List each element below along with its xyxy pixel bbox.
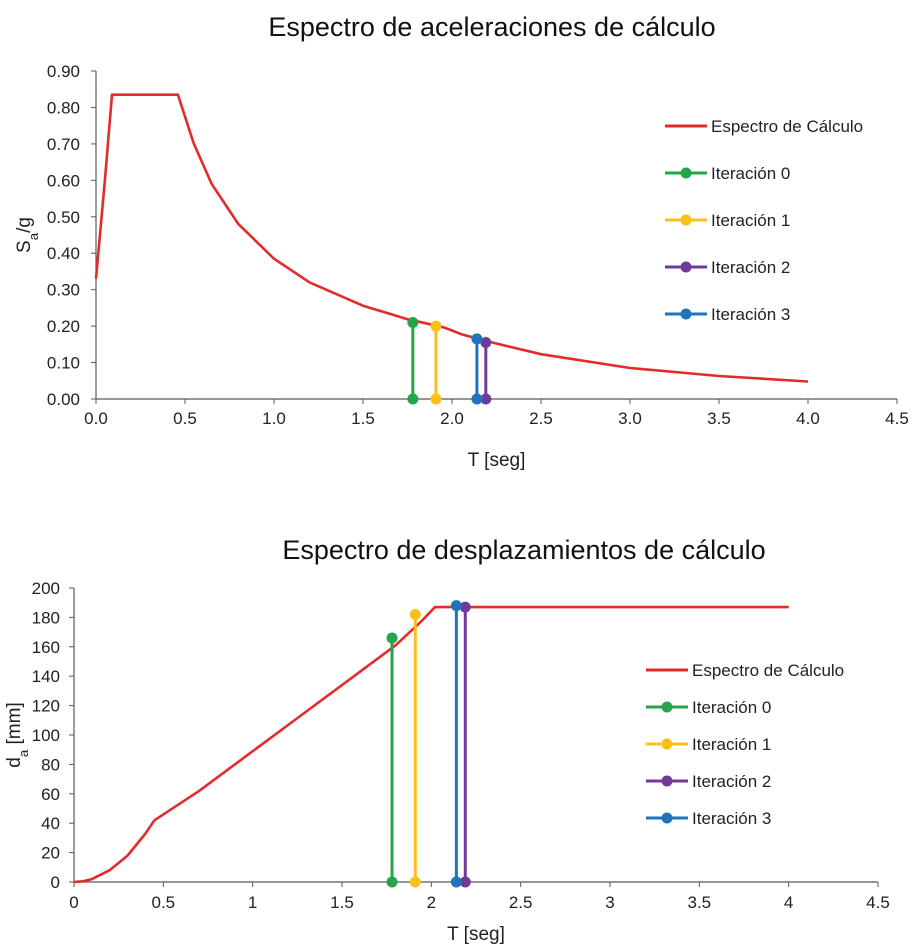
y-tick-label: 140: [32, 667, 60, 686]
legend-label: Iteración 2: [692, 772, 771, 791]
iteration-2-marker-base: [480, 393, 492, 405]
y-tick-label: 0.30: [47, 281, 80, 300]
y-tick-label: 40: [41, 814, 60, 833]
x-tick-label: 4: [784, 893, 793, 912]
iteration-3-marker-top: [450, 600, 462, 612]
iteration-3-marker-base: [471, 393, 483, 405]
x-axis-title: T [seg]: [468, 450, 526, 470]
y-tick-label: 0.20: [47, 317, 80, 336]
legend-item: Iteración 3: [665, 305, 790, 324]
iteration-1-marker-top: [430, 320, 442, 332]
legend-item: Iteración 2: [646, 772, 771, 791]
y-tick-label: 160: [32, 638, 60, 657]
y-tick-label: 0.90: [47, 62, 80, 81]
legend: Espectro de Cálculo Iteración 0 Iteración …: [646, 661, 844, 828]
y-tick-label: 0.40: [47, 244, 80, 263]
legend-label: Iteración 3: [711, 305, 790, 324]
iteration-1-marker-top: [409, 608, 421, 620]
legend-swatch-marker: [661, 775, 673, 787]
y-tick-label: 200: [32, 579, 60, 598]
chart-title: Espectro de desplazamientos de cálculo: [282, 535, 765, 565]
x-tick-label: 2.5: [509, 893, 533, 912]
legend-label: Iteración 2: [711, 258, 790, 277]
iteration-2-marker-top: [480, 337, 492, 349]
y-tick-label: 0.70: [47, 135, 80, 154]
iteration-1-marker-base: [430, 393, 442, 405]
y-tick-label: 80: [41, 755, 60, 774]
legend-label: Iteración 3: [692, 809, 771, 828]
iteration-0-marker-base: [407, 393, 419, 405]
legend-label: Iteración 0: [692, 698, 771, 717]
legend-label: Iteración 1: [711, 211, 790, 230]
x-axis-title: T [seg]: [447, 924, 505, 944]
x-tick-label: 3.5: [688, 893, 712, 912]
x-tick-label: 4.5: [866, 893, 890, 912]
x-tick-label: 0.5: [152, 893, 176, 912]
legend-item: Iteración 1: [646, 735, 771, 754]
x-tick-label: 3.5: [707, 409, 731, 428]
iteration-1-marker-base: [409, 876, 421, 888]
iteration-3-marker-base: [450, 876, 462, 888]
legend-item: Espectro de Cálculo: [665, 117, 863, 136]
iteration-0-marker-top: [407, 316, 419, 328]
y-tick-label: 0.10: [47, 354, 80, 373]
x-tick-label: 1: [248, 893, 257, 912]
y-tick-label: 0.60: [47, 171, 80, 190]
legend-swatch-marker: [680, 214, 692, 226]
x-tick-label: 4.0: [796, 409, 820, 428]
y-tick-label: 180: [32, 608, 60, 627]
y-tick-label: 100: [32, 726, 60, 745]
x-tick-label: 2.5: [529, 409, 553, 428]
legend-item: Iteración 3: [646, 809, 771, 828]
y-tick-label: 0: [51, 873, 60, 892]
legend-item: Iteración 0: [665, 164, 790, 183]
x-tick-label: 0.5: [173, 409, 197, 428]
legend-label: Iteración 1: [692, 735, 771, 754]
y-tick-label: 0.80: [47, 98, 80, 117]
legend-item: Iteración 0: [646, 698, 771, 717]
legend-label: Espectro de Cálculo: [711, 117, 863, 136]
legend: Espectro de Cálculo Iteración 0 Iteración …: [665, 117, 863, 324]
y-tick-label: 60: [41, 785, 60, 804]
legend-swatch-marker: [680, 308, 692, 320]
x-tick-label: 3.0: [618, 409, 642, 428]
x-tick-label: 0.0: [84, 409, 108, 428]
y-tick-label: 20: [41, 844, 60, 863]
y-tick-label: 120: [32, 697, 60, 716]
chart-title: Espectro de aceleraciones de cálculo: [268, 12, 715, 42]
y-axis-title: Sa/g: [14, 217, 41, 253]
legend-label: Iteración 0: [711, 164, 790, 183]
iteration-3-marker-top: [471, 333, 483, 345]
legend-swatch-marker: [680, 167, 692, 179]
x-tick-label: 0: [69, 893, 78, 912]
x-tick-label: 1.0: [262, 409, 286, 428]
iteration-2-marker-top: [459, 601, 471, 613]
legend-swatch-marker: [661, 738, 673, 750]
y-tick-label: 0.00: [47, 390, 80, 409]
iteration-0-marker-top: [386, 632, 398, 644]
legend-swatch-marker: [680, 261, 692, 273]
legend-item: Iteración 1: [665, 211, 790, 230]
x-tick-label: 2: [427, 893, 436, 912]
x-tick-label: 2.0: [440, 409, 464, 428]
y-axis-title: da [mm]: [4, 702, 31, 767]
iteration-2-marker-base: [459, 876, 471, 888]
legend-item: Iteración 2: [665, 258, 790, 277]
legend-label: Espectro de Cálculo: [692, 661, 844, 680]
x-tick-label: 3: [605, 893, 614, 912]
spectrum-line: [94, 93, 809, 383]
spectrum-line: [73, 605, 789, 884]
x-tick-label: 1.5: [330, 893, 354, 912]
legend-item: Espectro de Cálculo: [646, 661, 844, 680]
x-tick-label: 4.5: [885, 409, 909, 428]
legend-swatch-marker: [661, 812, 673, 824]
legend-swatch-marker: [661, 701, 673, 713]
y-tick-label: 0.50: [47, 208, 80, 227]
x-tick-label: 1.5: [351, 409, 375, 428]
iteration-0-marker-base: [386, 876, 398, 888]
